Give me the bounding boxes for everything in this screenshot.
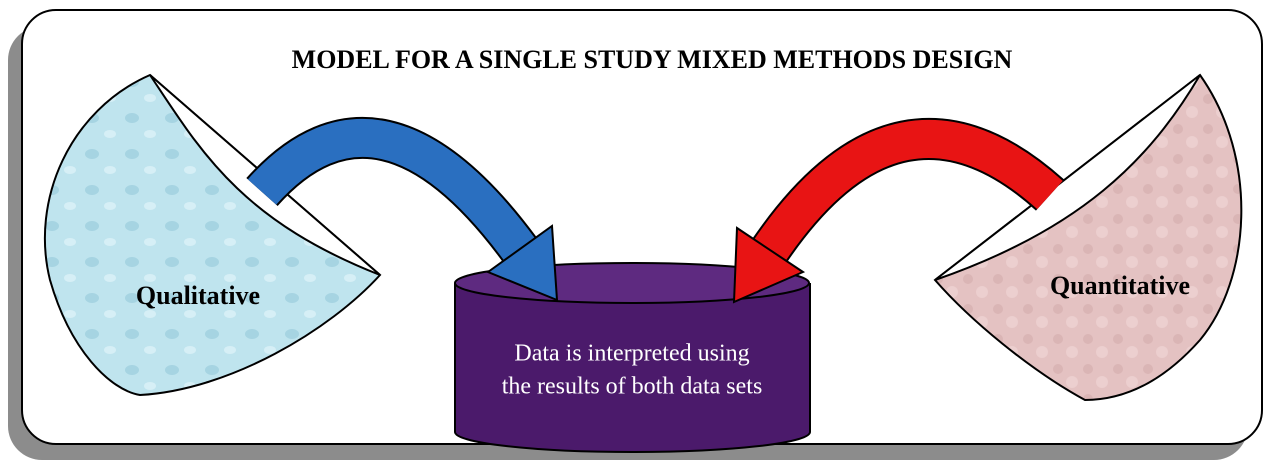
quantitative-flap (934, 74, 1201, 281)
result-line: Data is interpreted using (514, 341, 749, 367)
quantitative-label: Quantitative (1050, 271, 1190, 300)
blue-arrow (246, 116, 559, 302)
red-arrow (732, 118, 1065, 304)
cylinder-body (454, 283, 811, 454)
quantitative-shape (933, 73, 1243, 402)
title: MODEL FOR A SINGLE STUDY MIXED METHODS D… (292, 45, 1013, 74)
qualitative-shape (43, 73, 382, 397)
result-line: the results of both data sets (502, 374, 763, 400)
qualitative-label: Qualitative (136, 281, 260, 310)
